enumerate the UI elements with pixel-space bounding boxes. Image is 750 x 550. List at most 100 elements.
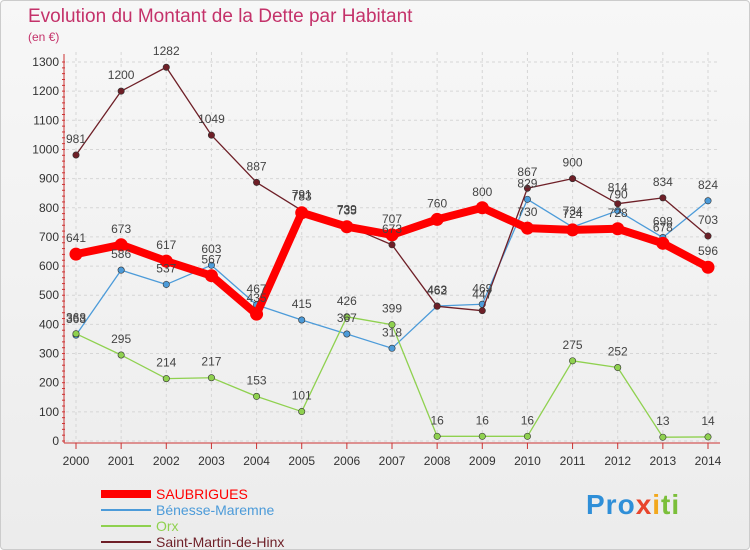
data-point bbox=[253, 392, 261, 400]
data-point bbox=[523, 195, 531, 203]
data-point bbox=[117, 351, 125, 359]
x-tick-label: 2008 bbox=[424, 454, 451, 468]
x-tick-label: 2001 bbox=[108, 454, 135, 468]
data-point bbox=[388, 241, 396, 249]
legend-item: SAUBRIGUES bbox=[101, 486, 284, 502]
data-label: 724 bbox=[563, 207, 583, 221]
data-point bbox=[388, 344, 396, 352]
data-label: 596 bbox=[698, 244, 718, 258]
legend: SAUBRIGUES Bénesse-Maremne Orx Saint-Martin… bbox=[101, 486, 285, 550]
data-label: 887 bbox=[247, 159, 267, 173]
data-label: 463 bbox=[427, 283, 447, 297]
y-tick-label: 300 bbox=[39, 347, 59, 361]
data-point bbox=[475, 201, 489, 215]
data-label: 760 bbox=[427, 196, 447, 210]
legend-item: Orx bbox=[101, 518, 284, 534]
x-tick-label: 2010 bbox=[514, 454, 541, 468]
axes: 0 100 200 300 400 500 600 700 800 900 1000 1100 1200… bbox=[32, 54, 722, 468]
data-label: 153 bbox=[247, 373, 267, 387]
data-point bbox=[614, 207, 622, 215]
data-point bbox=[430, 212, 444, 226]
x-tick-label: 2011 bbox=[560, 454, 586, 468]
data-label: 735 bbox=[337, 204, 357, 218]
series-lines bbox=[69, 63, 715, 441]
data-label: 367 bbox=[337, 311, 357, 325]
data-point bbox=[520, 221, 534, 235]
data-point bbox=[569, 357, 577, 365]
y-tick-label: 900 bbox=[39, 172, 59, 186]
data-point bbox=[385, 228, 399, 242]
y-tick-label: 800 bbox=[39, 201, 59, 215]
y-tick-label: 200 bbox=[39, 376, 59, 390]
data-label: 399 bbox=[382, 302, 402, 316]
x-tick-label: 2013 bbox=[650, 454, 677, 468]
data-point bbox=[433, 432, 441, 440]
x-tick-label: 2006 bbox=[334, 454, 361, 468]
y-tick-label: 600 bbox=[39, 259, 59, 273]
data-point bbox=[478, 307, 486, 315]
data-point bbox=[207, 131, 215, 139]
data-point bbox=[566, 223, 580, 237]
data-point bbox=[388, 321, 396, 329]
legend-swatch bbox=[101, 509, 151, 511]
x-tick-label: 2007 bbox=[379, 454, 406, 468]
data-label: 707 bbox=[382, 212, 402, 226]
data-point bbox=[204, 269, 218, 283]
data-label: 462 bbox=[427, 283, 447, 297]
data-label: 16 bbox=[430, 413, 444, 427]
data-point bbox=[162, 375, 170, 383]
data-point bbox=[72, 151, 80, 159]
data-label: 214 bbox=[156, 356, 176, 370]
data-point bbox=[207, 261, 215, 269]
data-point bbox=[701, 260, 715, 274]
legend-item: Saint-Martin-de-Hinx bbox=[101, 534, 285, 550]
data-point bbox=[117, 266, 125, 274]
x-tick-label: 2004 bbox=[243, 454, 270, 468]
data-point bbox=[162, 63, 170, 71]
data-label: 101 bbox=[292, 389, 312, 403]
data-label: 368 bbox=[66, 311, 86, 325]
data-point bbox=[614, 364, 622, 372]
y-tick-label: 100 bbox=[39, 405, 59, 419]
data-label: 698 bbox=[653, 215, 673, 229]
data-point bbox=[433, 302, 441, 310]
x-tick-label: 2002 bbox=[153, 454, 180, 468]
data-label: 673 bbox=[382, 222, 402, 236]
x-tick-label: 2009 bbox=[469, 454, 496, 468]
proxiti-logo: Proxiti bbox=[586, 489, 681, 520]
data-label: 703 bbox=[698, 213, 718, 227]
data-point bbox=[343, 313, 351, 321]
data-label: 415 bbox=[292, 297, 312, 311]
data-label: 834 bbox=[653, 175, 673, 189]
y-tick-label: 0 bbox=[52, 434, 59, 448]
data-label: 900 bbox=[563, 156, 583, 170]
data-label: 673 bbox=[111, 222, 131, 236]
data-label: 16 bbox=[476, 413, 490, 427]
legend-item: Bénesse-Maremne bbox=[101, 502, 284, 518]
data-point bbox=[250, 307, 264, 321]
data-point bbox=[69, 247, 83, 261]
data-point bbox=[656, 236, 670, 250]
data-point bbox=[523, 432, 531, 440]
legend-swatch bbox=[101, 525, 151, 527]
data-label: 783 bbox=[292, 190, 312, 204]
data-point bbox=[523, 184, 531, 192]
data-label: 734 bbox=[563, 204, 583, 218]
data-label: 16 bbox=[521, 413, 535, 427]
data-label: 252 bbox=[608, 345, 628, 359]
legend-label: Bénesse-Maremne bbox=[156, 502, 275, 518]
data-label: 791 bbox=[292, 187, 312, 201]
data-label: 641 bbox=[66, 231, 86, 245]
data-point bbox=[72, 330, 80, 338]
data-point bbox=[704, 433, 712, 441]
data-label: 678 bbox=[653, 220, 673, 234]
y-tick-label: 1000 bbox=[32, 142, 59, 156]
x-tick-label: 2003 bbox=[198, 454, 225, 468]
data-point bbox=[704, 232, 712, 240]
legend-label: Saint-Martin-de-Hinx bbox=[156, 534, 285, 550]
data-point bbox=[253, 178, 261, 186]
x-tick-label: 2012 bbox=[604, 454, 631, 468]
data-label: 275 bbox=[563, 338, 583, 352]
data-point bbox=[159, 254, 173, 268]
data-label: 13 bbox=[656, 414, 670, 428]
